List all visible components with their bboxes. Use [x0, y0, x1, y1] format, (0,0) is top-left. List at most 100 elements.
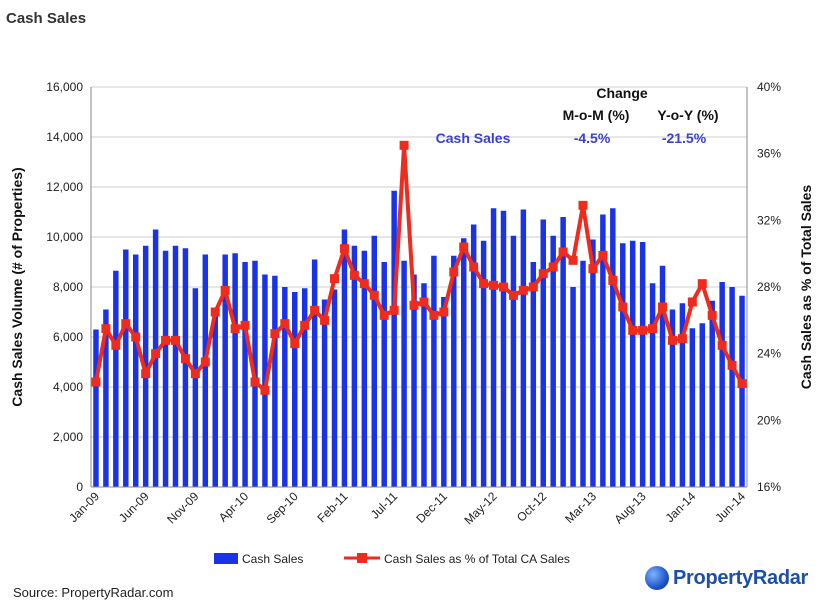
annotation-col-mom: M-o-M (%) [563, 107, 630, 123]
bar [570, 287, 576, 487]
line-point [170, 335, 180, 345]
x-tick-label: Dec-11 [413, 489, 450, 526]
y-tick-label: 6,000 [53, 330, 83, 344]
line-point [459, 242, 469, 252]
bar [381, 262, 387, 487]
line-series-cash-pct [91, 140, 747, 395]
bar [699, 323, 706, 487]
y2-tick-label: 20% [757, 413, 781, 427]
x-tick-label: Jun-09 [116, 489, 152, 525]
y2-tick-label: 32% [757, 213, 781, 227]
bar [679, 303, 686, 487]
bar [103, 309, 109, 487]
line-point [618, 302, 628, 312]
y2-tick-label: 40% [757, 80, 781, 94]
x-tick-label: Mar-13 [562, 489, 599, 526]
line-point [310, 305, 320, 315]
globe-icon [645, 566, 669, 590]
bar [689, 328, 696, 487]
bar [341, 229, 348, 487]
line-point [330, 274, 340, 284]
line-point [578, 200, 588, 210]
bar [470, 224, 477, 487]
bar [729, 287, 735, 487]
x-tick-label: Nov-09 [164, 489, 201, 526]
bar [361, 250, 368, 487]
bar [530, 262, 537, 487]
line-point [300, 320, 310, 330]
line-point [648, 324, 658, 334]
y2-tick-label: 16% [757, 480, 781, 494]
logo-text: PropertyRadar [673, 566, 809, 589]
bar [709, 300, 715, 487]
line-point [469, 262, 479, 272]
y-axis-right-title: Cash Sales as % of Total Sales [798, 185, 814, 390]
bar [550, 235, 556, 487]
line-point [439, 307, 449, 317]
bar [490, 208, 497, 487]
line-point [677, 334, 687, 344]
bar [451, 255, 457, 487]
bar [272, 275, 278, 487]
bar [301, 288, 308, 487]
bar [152, 229, 159, 487]
bar [411, 274, 417, 487]
x-tick-label: Feb-11 [314, 489, 350, 525]
line-point [339, 244, 349, 254]
axes [90, 87, 748, 488]
bar [321, 299, 328, 487]
line-point [121, 319, 131, 329]
line-point [528, 282, 538, 292]
bar [421, 283, 427, 487]
bar [282, 287, 288, 487]
y-tick-label: 8,000 [53, 280, 83, 294]
bar [540, 219, 546, 487]
y2-tick-label: 28% [757, 280, 781, 294]
line-point [111, 340, 121, 350]
line-point [608, 275, 618, 285]
y-axis-left-title: Cash Sales Volume (# of Properties) [9, 167, 25, 406]
y-axis-right-ticks: 16% 20% 24% 28% 32% 36% 40% [757, 80, 781, 494]
bar [311, 259, 318, 487]
legend-swatch-cash-sales [214, 553, 238, 564]
line-point [628, 325, 638, 335]
line-point [320, 315, 330, 325]
line-point [498, 282, 508, 292]
line-point [658, 302, 668, 312]
bar [629, 240, 636, 487]
bar [401, 260, 407, 487]
bar-series-cash-sales [93, 190, 745, 487]
line-point [230, 324, 240, 334]
line-point [260, 385, 270, 395]
x-tick-label: Oct-12 [514, 489, 550, 525]
x-tick-label: Jan-14 [663, 489, 699, 525]
x-tick-label: May-12 [461, 489, 499, 527]
bar [480, 240, 487, 487]
line-point [220, 285, 230, 295]
bar [371, 235, 378, 487]
line-point [568, 255, 578, 265]
bar [232, 253, 238, 487]
legend-swatch-marker [357, 553, 367, 563]
line-point [91, 377, 101, 387]
y-tick-label: 10,000 [46, 230, 83, 244]
line-point [667, 335, 677, 345]
bar [560, 217, 566, 487]
line-point [290, 339, 300, 349]
bar [123, 249, 129, 487]
x-tick-label: Aug-13 [611, 489, 648, 526]
x-tick-label: Apr-10 [216, 489, 252, 525]
bar [441, 297, 447, 487]
x-tick-label: Jul-11 [368, 489, 401, 522]
bar [113, 270, 119, 487]
line-point [737, 379, 747, 389]
annotation-row-label: Cash Sales [436, 130, 511, 146]
line-point [707, 310, 717, 320]
legend-label-cash-pct: Cash Sales as % of Total CA Sales [384, 552, 570, 566]
y-tick-label: 16,000 [46, 80, 83, 94]
bar [242, 262, 248, 487]
annotation-yoy-value: -21.5% [662, 130, 707, 146]
line-point [538, 269, 548, 279]
y2-tick-label: 24% [757, 347, 781, 361]
bar [639, 242, 646, 487]
